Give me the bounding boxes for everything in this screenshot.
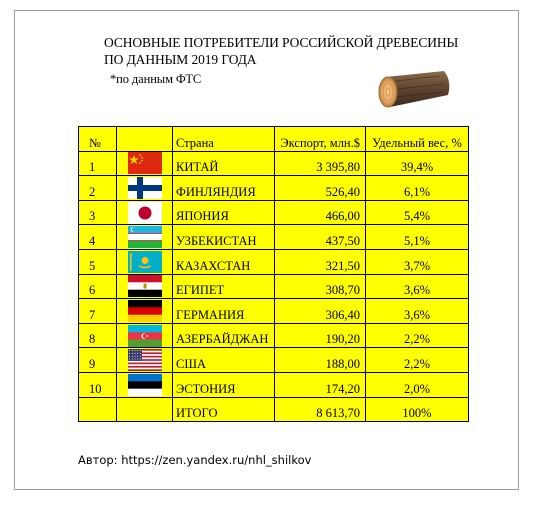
table-row: 2 ФИНЛЯНДИЯ 526,40 6,1% bbox=[78, 175, 469, 201]
row-num: 6 bbox=[78, 273, 117, 300]
row-share: 2,2% bbox=[365, 347, 469, 373]
row-export: 308,70 bbox=[274, 273, 366, 300]
row-flag bbox=[116, 371, 173, 398]
table-row: 10 ЭСТОНИЯ 174,20 2,0% bbox=[78, 371, 469, 398]
row-export: 188,00 bbox=[274, 347, 366, 373]
table-row: 5 КАЗАХСТАН 321,50 3,7% bbox=[78, 248, 469, 275]
table-total-row: ИТОГО 8 613,70 100% bbox=[78, 396, 469, 423]
japan-flag-icon bbox=[127, 201, 162, 224]
header-share: Удельный вес, % bbox=[365, 126, 469, 152]
total-label: ИТОГО bbox=[172, 396, 275, 423]
wood-log-icon bbox=[378, 71, 450, 108]
row-country: ГЕРМАНИЯ bbox=[172, 298, 275, 324]
row-flag bbox=[116, 224, 173, 250]
row-export: 437,50 bbox=[274, 224, 366, 250]
row-country: ЭСТОНИЯ bbox=[172, 371, 275, 398]
row-num: 4 bbox=[78, 224, 117, 250]
row-export: 306,40 bbox=[274, 298, 366, 324]
title-line-2: ПО ДАННЫМ 2019 ГОДА bbox=[104, 52, 257, 67]
row-share: 3,6% bbox=[365, 298, 469, 324]
total-num bbox=[78, 396, 117, 423]
table-row: 4 УЗБЕКИСТАН 437,50 5,1% bbox=[78, 224, 469, 250]
row-flag bbox=[116, 150, 173, 177]
estonia-flag-icon bbox=[127, 373, 162, 396]
row-share: 6,1% bbox=[365, 175, 469, 201]
row-flag bbox=[116, 347, 173, 373]
row-country: США bbox=[172, 347, 275, 373]
uzbekistan-flag-icon bbox=[127, 226, 162, 249]
header-export: Экспорт, млн.$ bbox=[274, 126, 366, 152]
row-share: 3,7% bbox=[365, 248, 469, 275]
row-share: 39,4% bbox=[365, 150, 469, 177]
usa-flag-icon bbox=[127, 349, 162, 372]
row-country: КИТАЙ bbox=[172, 150, 275, 177]
row-country: ЕГИПЕТ bbox=[172, 273, 275, 300]
row-num: 9 bbox=[78, 347, 117, 373]
row-export: 321,50 bbox=[274, 248, 366, 275]
row-country: КАЗАХСТАН bbox=[172, 248, 275, 275]
row-flag bbox=[116, 322, 173, 349]
row-country: АЗЕРБАЙДЖАН bbox=[172, 322, 275, 349]
header-num: № bbox=[78, 126, 117, 152]
finland-flag-icon bbox=[127, 176, 162, 199]
header-flag bbox=[116, 126, 173, 152]
row-country: ЯПОНИЯ bbox=[172, 199, 275, 226]
table-row: 7 ГЕРМАНИЯ 306,40 3,6% bbox=[78, 298, 469, 324]
china-flag-icon bbox=[127, 152, 162, 175]
row-country: УЗБЕКИСТАН bbox=[172, 224, 275, 250]
table-row: 8 АЗЕРБАЙДЖАН 190,20 2,2% bbox=[78, 322, 469, 349]
table-row: 9 США 188,00 2,2% bbox=[78, 347, 469, 373]
author-credit: Автор: https://zen.yandex.ru/nhl_shilkov bbox=[78, 453, 312, 467]
row-num: 10 bbox=[78, 371, 117, 398]
total-export: 8 613,70 bbox=[274, 396, 366, 423]
row-export: 526,40 bbox=[274, 175, 366, 201]
consumers-table: № Страна Экспорт, млн.$ Удельный вес, % … bbox=[78, 126, 469, 423]
row-num: 7 bbox=[78, 298, 117, 324]
total-flag bbox=[116, 396, 173, 423]
row-export: 3 395,80 bbox=[274, 150, 366, 177]
row-num: 2 bbox=[78, 175, 117, 201]
azerbaijan-flag-icon bbox=[127, 324, 162, 347]
table-row: 6 ЕГИПЕТ 308,70 3,6% bbox=[78, 273, 469, 300]
title-line-1: ОСНОВНЫЕ ПОТРЕБИТЕЛИ РОССИЙСКОЙ ДРЕВЕСИН… bbox=[104, 35, 459, 50]
table-row: 3 ЯПОНИЯ 466,00 5,4% bbox=[78, 199, 469, 226]
row-flag bbox=[116, 273, 173, 300]
table-row: 1 КИТАЙ 3 395,80 39,4% bbox=[78, 150, 469, 177]
row-export: 466,00 bbox=[274, 199, 366, 226]
row-share: 2,0% bbox=[365, 371, 469, 398]
row-num: 8 bbox=[78, 322, 117, 349]
total-share: 100% bbox=[365, 396, 469, 423]
row-share: 2,2% bbox=[365, 322, 469, 349]
row-export: 174,20 bbox=[274, 371, 366, 398]
kazakhstan-flag-icon bbox=[127, 250, 162, 273]
row-share: 5,4% bbox=[365, 199, 469, 226]
row-share: 5,1% bbox=[365, 224, 469, 250]
row-flag bbox=[116, 298, 173, 324]
source-note: *по данным ФТС bbox=[110, 72, 202, 86]
table-header-row: № Страна Экспорт, млн.$ Удельный вес, % bbox=[78, 126, 469, 152]
row-num: 1 bbox=[78, 150, 117, 177]
row-flag bbox=[116, 248, 173, 275]
row-flag bbox=[116, 199, 173, 226]
row-num: 3 bbox=[78, 199, 117, 226]
row-num: 5 bbox=[78, 248, 117, 275]
row-flag bbox=[116, 175, 173, 201]
egypt-flag-icon bbox=[127, 275, 162, 298]
row-share: 3,6% bbox=[365, 273, 469, 300]
row-country: ФИНЛЯНДИЯ bbox=[172, 175, 275, 201]
header-country: Страна bbox=[172, 126, 275, 152]
germany-flag-icon bbox=[127, 299, 162, 322]
row-export: 190,20 bbox=[274, 322, 366, 349]
